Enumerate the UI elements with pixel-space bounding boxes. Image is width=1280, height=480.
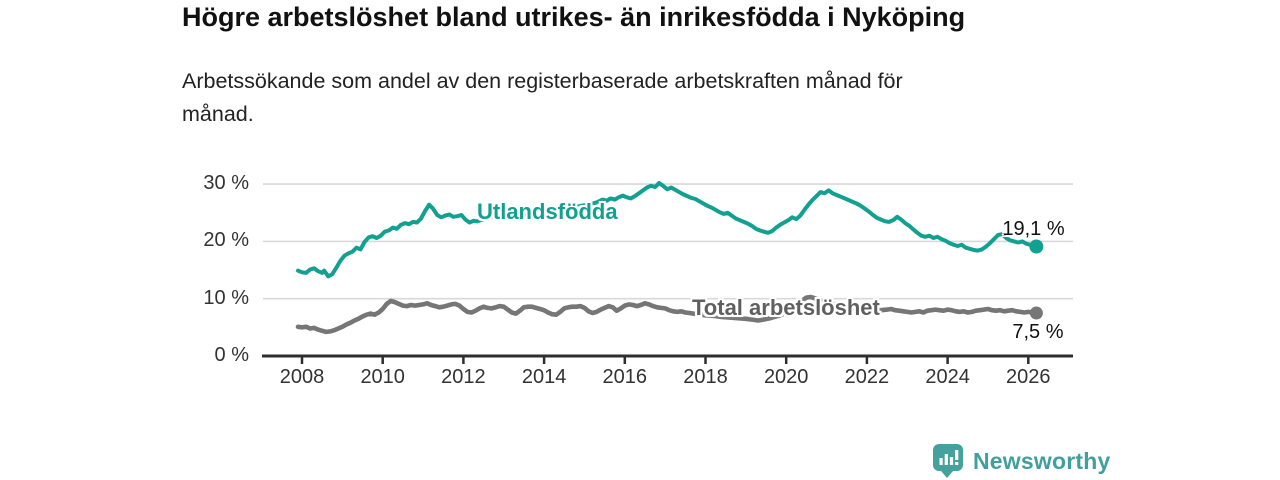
series-line-total bbox=[295, 294, 1039, 335]
series-end-dot-total bbox=[1029, 306, 1043, 320]
chart-subtitle-line2: månad. bbox=[182, 102, 254, 126]
chart-subtitle-line1: Arbetssökande som andel av den registerb… bbox=[182, 69, 903, 93]
series-end-dot-utlandsfodda bbox=[1029, 239, 1044, 254]
series-line-utlandsfodda bbox=[296, 181, 1039, 279]
chart-title: Högre arbetslöshet bland utrikes- än inr… bbox=[182, 2, 966, 32]
newsworthy-logo: Newsworthy bbox=[932, 443, 1110, 479]
newsworthy-logo-text: Newsworthy bbox=[973, 447, 1111, 474]
newsworthy-bar-chart-bubble-icon bbox=[933, 444, 963, 478]
